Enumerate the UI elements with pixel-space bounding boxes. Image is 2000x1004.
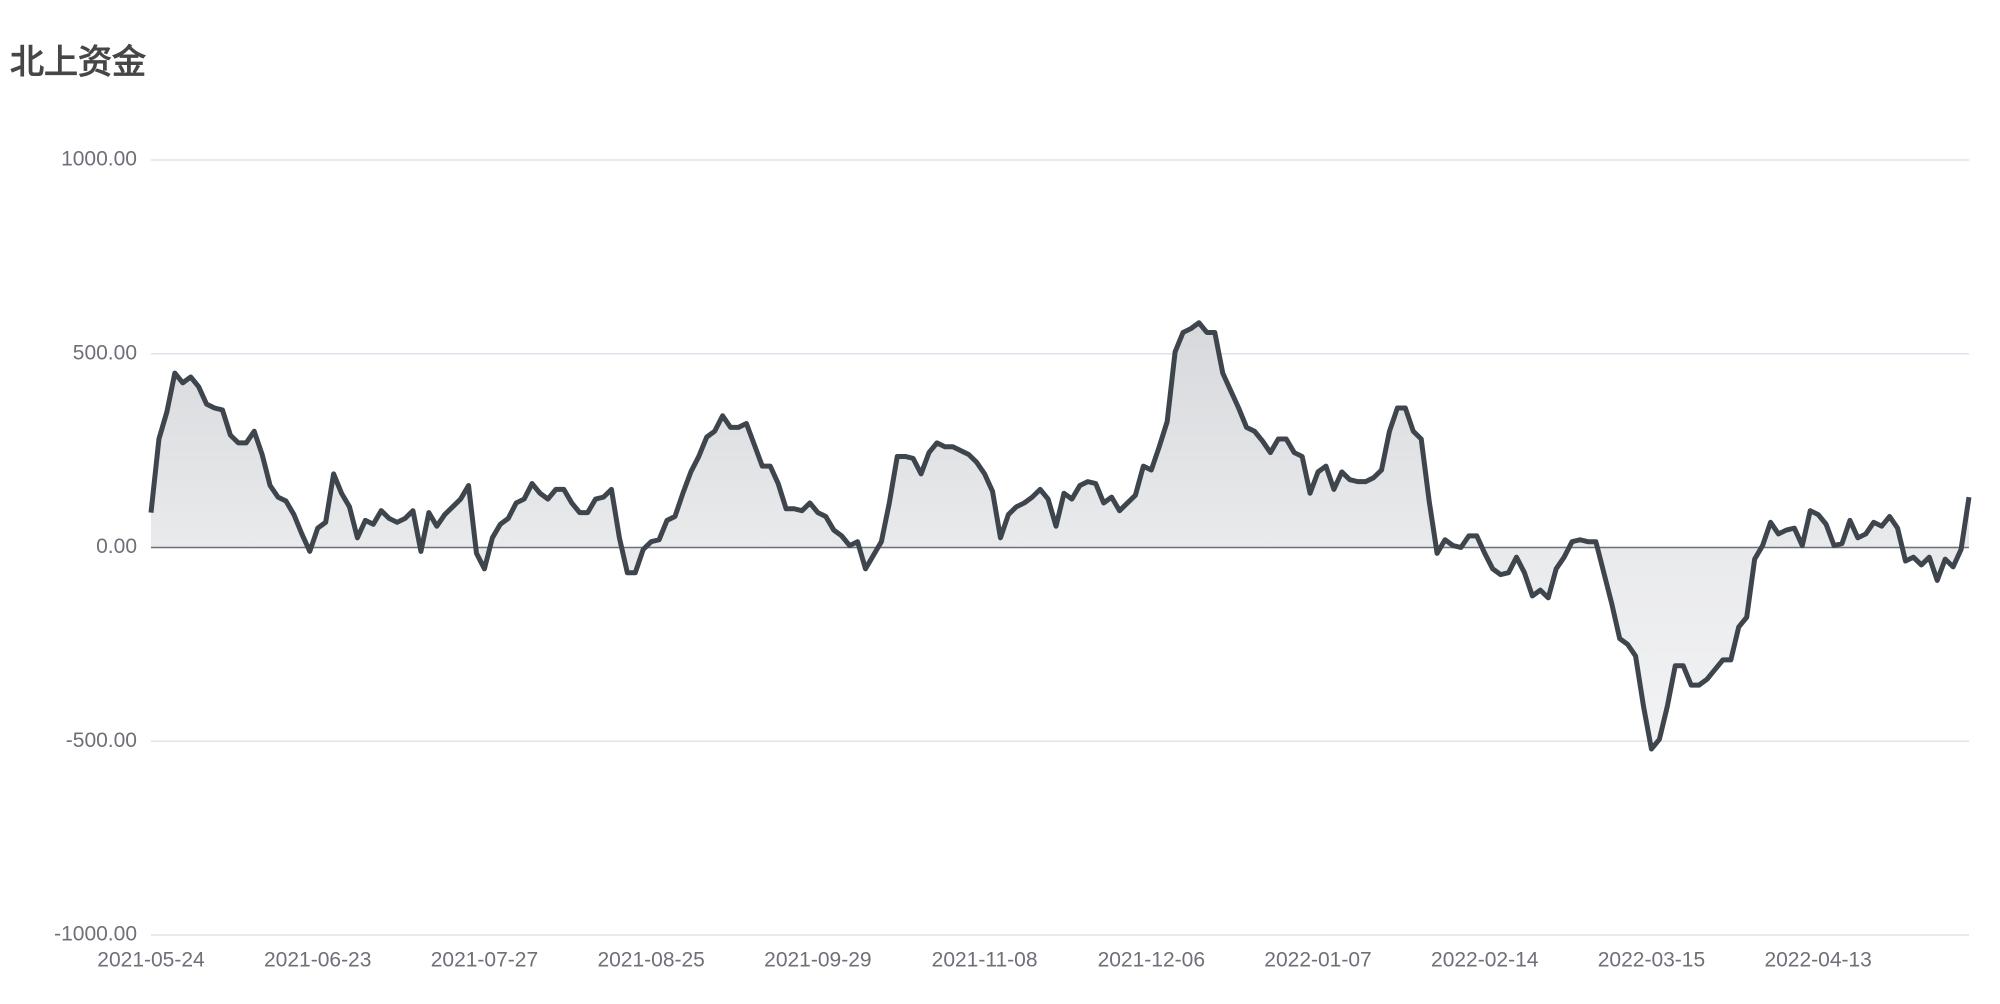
data-line [148, 320, 1972, 752]
x-tick-label: 2021-11-08 [932, 949, 1038, 972]
x-tick-label: 2021-07-27 [431, 949, 538, 972]
y-tick-label: -500.00 [66, 729, 137, 752]
y-tick-label: 0.00 [96, 535, 137, 558]
y-tick-label: 500.00 [73, 341, 137, 364]
x-tick-label: 2021-08-25 [597, 949, 704, 972]
x-tick-label: 2022-04-13 [1764, 949, 1871, 972]
x-tick-label: 2021-05-24 [97, 949, 205, 972]
y-tick-label: 1000.00 [61, 148, 137, 171]
x-tick-label: 2021-06-23 [264, 949, 371, 972]
x-tick-label: 2021-12-06 [1098, 949, 1205, 972]
x-tick-label: 2021-09-29 [764, 949, 871, 972]
x-tick-label: 2022-02-14 [1431, 949, 1539, 972]
chart-title: 北上资金 [10, 43, 147, 83]
x-tick-label: 2022-01-07 [1264, 949, 1371, 972]
y-tick-label: -1000.00 [54, 923, 137, 946]
x-tick-label: 2022-03-15 [1598, 949, 1705, 972]
area-fill [151, 322, 1969, 749]
